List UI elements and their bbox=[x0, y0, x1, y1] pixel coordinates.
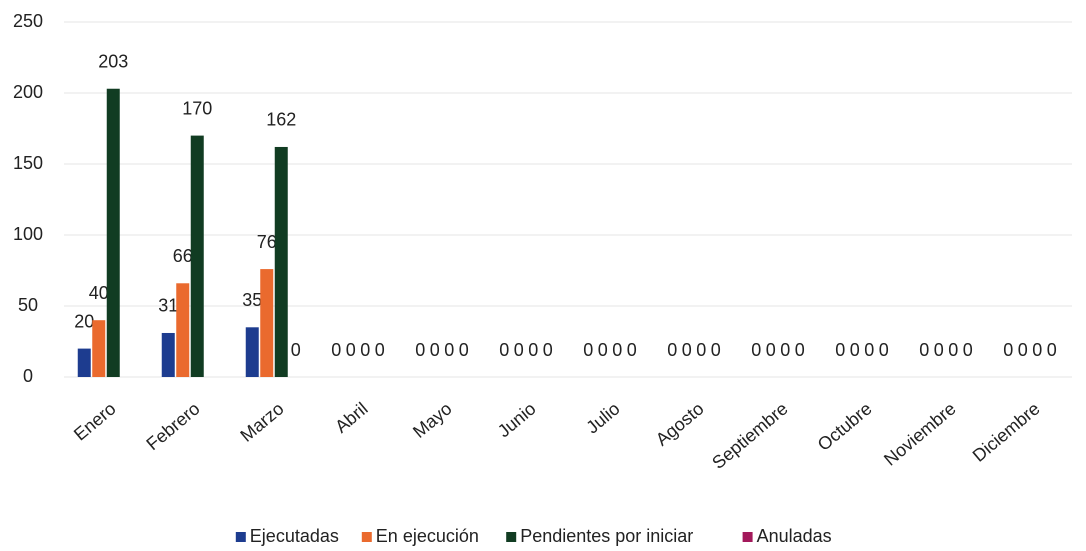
data-label: 0 bbox=[1003, 340, 1013, 360]
data-label: 0 bbox=[459, 340, 469, 360]
x-tick-label: Mayo bbox=[409, 398, 456, 442]
x-tick-label: Enero bbox=[70, 398, 120, 444]
data-label: 0 bbox=[291, 340, 301, 360]
data-label: 0 bbox=[331, 340, 341, 360]
legend-swatch bbox=[742, 532, 753, 542]
data-label: 0 bbox=[1047, 340, 1057, 360]
data-label: 0 bbox=[360, 340, 370, 360]
data-label: 0 bbox=[375, 340, 385, 360]
data-label: 0 bbox=[583, 340, 593, 360]
data-label: 35 bbox=[242, 290, 262, 310]
y-tick-label: 200 bbox=[13, 82, 43, 102]
bar bbox=[92, 320, 106, 377]
data-label: 66 bbox=[173, 246, 193, 266]
bar bbox=[176, 283, 190, 377]
data-label: 0 bbox=[879, 340, 889, 360]
data-label: 0 bbox=[528, 340, 538, 360]
data-label: 0 bbox=[499, 340, 509, 360]
data-label: 170 bbox=[182, 98, 212, 118]
y-tick-label: 250 bbox=[13, 11, 43, 31]
data-label: 0 bbox=[1018, 340, 1028, 360]
data-label: 0 bbox=[430, 340, 440, 360]
data-label: 0 bbox=[864, 340, 874, 360]
data-label: 40 bbox=[89, 283, 109, 303]
x-tick-label: Marzo bbox=[236, 398, 287, 445]
data-label: 0 bbox=[1032, 340, 1042, 360]
x-tick-label: Abril bbox=[331, 398, 371, 436]
data-label: 0 bbox=[696, 340, 706, 360]
bar bbox=[260, 269, 274, 377]
data-label: 0 bbox=[543, 340, 553, 360]
data-label: 0 bbox=[780, 340, 790, 360]
bar bbox=[245, 327, 259, 377]
y-tick-label: 100 bbox=[13, 224, 43, 244]
data-label: 0 bbox=[415, 340, 425, 360]
data-label: 162 bbox=[266, 110, 296, 130]
legend-swatch bbox=[361, 532, 372, 542]
data-label: 0 bbox=[627, 340, 637, 360]
x-tick-label: Agosto bbox=[652, 398, 708, 449]
data-label: 0 bbox=[612, 340, 622, 360]
legend-swatch bbox=[506, 532, 517, 542]
data-label: 0 bbox=[963, 340, 973, 360]
legend-label: Pendientes por iniciar bbox=[520, 526, 693, 546]
data-label: 0 bbox=[346, 340, 356, 360]
data-label: 0 bbox=[444, 340, 454, 360]
data-label: 0 bbox=[766, 340, 776, 360]
x-tick-label: Octubre bbox=[814, 398, 876, 454]
data-label: 31 bbox=[158, 296, 178, 316]
data-label: 76 bbox=[257, 232, 277, 252]
data-label: 0 bbox=[682, 340, 692, 360]
bar bbox=[190, 135, 204, 377]
data-label: 0 bbox=[795, 340, 805, 360]
legend-label: Anuladas bbox=[757, 526, 832, 546]
x-tick-label: Noviembre bbox=[880, 398, 960, 469]
bar bbox=[77, 348, 91, 377]
data-label: 0 bbox=[850, 340, 860, 360]
x-tick-label: Diciembre bbox=[969, 398, 1044, 465]
legend-label: En ejecución bbox=[376, 526, 479, 546]
data-label: 0 bbox=[751, 340, 761, 360]
x-tick-label: Junio bbox=[494, 398, 540, 441]
bar bbox=[106, 88, 120, 378]
bar bbox=[274, 146, 288, 377]
data-label: 203 bbox=[98, 51, 128, 71]
data-label: 0 bbox=[711, 340, 721, 360]
data-label: 0 bbox=[598, 340, 608, 360]
legend-label: Ejecutadas bbox=[250, 526, 339, 546]
data-label: 0 bbox=[514, 340, 524, 360]
data-label: 20 bbox=[74, 311, 94, 331]
y-tick-label: 50 bbox=[18, 295, 38, 315]
data-label: 0 bbox=[835, 340, 845, 360]
x-tick-label: Febrero bbox=[142, 398, 203, 454]
data-label: 0 bbox=[667, 340, 677, 360]
y-tick-label: 150 bbox=[13, 153, 43, 173]
data-label: 0 bbox=[934, 340, 944, 360]
data-label: 0 bbox=[948, 340, 958, 360]
x-tick-label: Septiembre bbox=[708, 398, 791, 472]
x-tick-label: Julio bbox=[582, 398, 623, 437]
bar bbox=[161, 332, 175, 377]
legend-swatch bbox=[235, 532, 246, 542]
data-label: 0 bbox=[919, 340, 929, 360]
y-tick-label: 0 bbox=[23, 366, 33, 386]
